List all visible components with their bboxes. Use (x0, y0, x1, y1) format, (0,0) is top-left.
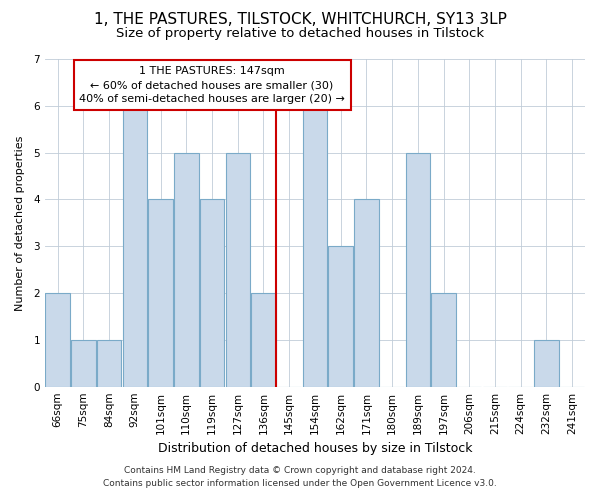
Bar (174, 152, 199, 386)
Y-axis label: Number of detached properties: Number of detached properties (15, 135, 25, 310)
Bar (534, 340, 559, 386)
Text: 1, THE PASTURES, TILSTOCK, WHITCHURCH, SY13 3LP: 1, THE PASTURES, TILSTOCK, WHITCHURCH, S… (94, 12, 506, 28)
Bar (200, 200, 224, 386)
Bar (251, 293, 275, 386)
Bar (226, 152, 250, 386)
Text: Size of property relative to detached houses in Tilstock: Size of property relative to detached ho… (116, 28, 484, 40)
Bar (71, 340, 95, 386)
Bar (354, 200, 379, 386)
Text: 1 THE PASTURES: 147sqm
← 60% of detached houses are smaller (30)
40% of semi-det: 1 THE PASTURES: 147sqm ← 60% of detached… (79, 66, 345, 104)
Text: Contains HM Land Registry data © Crown copyright and database right 2024.
Contai: Contains HM Land Registry data © Crown c… (103, 466, 497, 487)
Bar (148, 200, 173, 386)
Bar (122, 106, 147, 386)
Bar (431, 293, 456, 386)
Bar (406, 152, 430, 386)
Bar (46, 293, 70, 386)
Bar (97, 340, 121, 386)
X-axis label: Distribution of detached houses by size in Tilstock: Distribution of detached houses by size … (158, 442, 472, 455)
Bar (302, 106, 327, 386)
Bar (328, 246, 353, 386)
